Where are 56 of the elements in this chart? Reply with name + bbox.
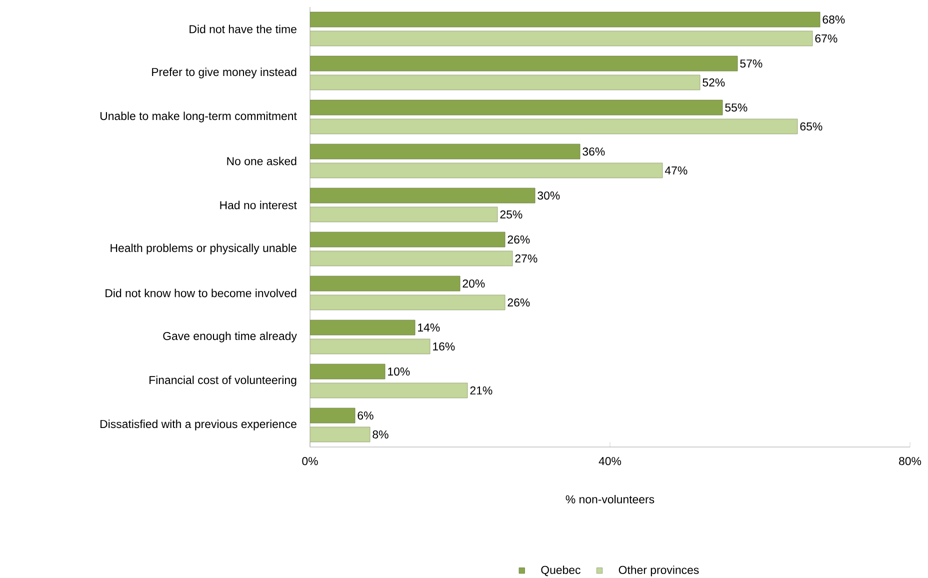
bar	[310, 338, 430, 354]
data-label: 8%	[372, 430, 388, 439]
y-tick-label: Had no interest	[220, 200, 297, 210]
data-label: 26%	[508, 298, 530, 307]
data-label: 27%	[515, 254, 538, 262]
y-tick-label: Health problems or physically unable	[110, 244, 296, 254]
y-tick-label: Financial cost of volunteering	[150, 376, 296, 386]
y-tick-label: Did not know how to become involved	[106, 288, 296, 298]
bar	[310, 162, 663, 178]
data-label: 65%	[800, 122, 822, 131]
legend-label: Quebec	[541, 566, 580, 576]
bar	[310, 206, 498, 222]
data-label: 57%	[740, 60, 762, 68]
bar	[310, 320, 416, 336]
data-label: 55%	[725, 104, 748, 112]
data-label: 16%	[433, 342, 455, 351]
y-tick-label: Did not have the time	[190, 24, 296, 34]
bar	[310, 408, 356, 424]
data-label: 21%	[470, 386, 492, 394]
data-label: 14%	[418, 324, 440, 332]
bar	[310, 30, 813, 46]
y-tick-label: No one asked	[227, 156, 296, 166]
data-label: 20%	[462, 279, 485, 288]
x-axis-title: % non-volunteers	[566, 494, 654, 504]
bar	[310, 74, 700, 90]
legend-label: Other provinces	[618, 566, 699, 576]
bar	[310, 12, 820, 28]
bar	[310, 56, 738, 72]
bar	[310, 118, 798, 134]
data-label: 67%	[815, 34, 838, 43]
data-label: 10%	[388, 367, 410, 376]
bar	[310, 250, 513, 266]
data-label: 36%	[582, 147, 605, 156]
bar	[310, 100, 723, 116]
bar	[310, 294, 506, 310]
data-label: 68%	[822, 15, 845, 24]
data-label: 47%	[664, 166, 688, 174]
bar	[310, 276, 460, 292]
bar	[310, 232, 506, 248]
y-tick-label: Unable to make long-term commitment	[100, 112, 297, 122]
y-tick-label: Gave enough time already	[163, 332, 297, 342]
x-tick-label: 80%	[899, 457, 922, 466]
bar	[310, 144, 580, 160]
bar	[310, 188, 536, 204]
data-label: 30%	[538, 191, 560, 200]
x-tick-label: 40%	[598, 457, 622, 466]
data-label: 52%	[702, 78, 725, 87]
y-tick-label: Prefer to give money instead	[152, 68, 296, 78]
bar	[310, 426, 370, 442]
data-label: 6%	[358, 411, 374, 420]
y-tick-label: Dissatisfied with a previous experience	[100, 420, 296, 430]
bar	[310, 382, 468, 398]
x-tick-label: 0%	[302, 457, 318, 466]
data-label: 25%	[500, 210, 522, 219]
bar	[310, 364, 386, 380]
data-label: 26%	[508, 235, 530, 244]
